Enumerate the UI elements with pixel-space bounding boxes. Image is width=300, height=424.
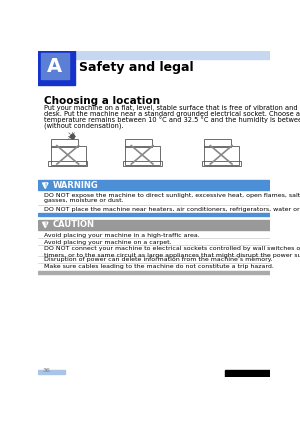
Text: desk. Put the machine near a standard grounded electrical socket. Choose a locat: desk. Put the machine near a standard gr…: [44, 111, 300, 117]
Bar: [38, 371, 64, 374]
Text: (without condensation).: (without condensation).: [44, 122, 123, 128]
Bar: [38, 271, 270, 274]
Text: DO NOT connect your machine to electrical sockets controlled by wall switches or: DO NOT connect your machine to electrica…: [44, 246, 300, 259]
Text: WARNING: WARNING: [53, 181, 99, 190]
Bar: [38, 180, 270, 190]
Bar: [38, 220, 270, 229]
Bar: [123, 161, 161, 166]
Text: !: !: [44, 183, 46, 188]
Text: gasses, moisture or dust.: gasses, moisture or dust.: [44, 198, 123, 204]
Bar: [125, 139, 152, 147]
Text: 36: 36: [42, 368, 50, 373]
Bar: [225, 370, 270, 377]
Bar: [38, 51, 75, 85]
Text: Avoid placing your machine in a high-traffic area.: Avoid placing your machine in a high-tra…: [44, 233, 200, 237]
Text: DO NOT expose the machine to direct sunlight, excessive heat, open flames, salty: DO NOT expose the machine to direct sunl…: [44, 193, 300, 198]
Text: temperature remains between 10 °C and 32.5 °C and the humidity is between 20% to: temperature remains between 10 °C and 32…: [44, 116, 300, 123]
Text: Put your machine on a flat, level, stable surface that is free of vibration and : Put your machine on a flat, level, stabl…: [44, 105, 300, 111]
Bar: [204, 145, 239, 165]
Bar: [51, 145, 86, 165]
Text: CAUTION: CAUTION: [53, 220, 95, 229]
Bar: [204, 139, 231, 147]
Text: Choosing a location: Choosing a location: [44, 95, 160, 106]
Bar: [38, 213, 270, 216]
Text: !: !: [44, 223, 46, 227]
Bar: [202, 161, 241, 166]
Text: DO NOT place the machine near heaters, air conditioners, refrigerators, water or: DO NOT place the machine near heaters, a…: [44, 207, 300, 212]
Bar: [38, 51, 270, 59]
Text: Avoid placing your machine on a carpet.: Avoid placing your machine on a carpet.: [44, 240, 171, 245]
Bar: [125, 145, 160, 165]
Polygon shape: [43, 183, 48, 188]
Text: Safety and legal: Safety and legal: [79, 61, 194, 74]
Bar: [48, 161, 87, 166]
Text: Make sure cables leading to the machine do not constitute a trip hazard.: Make sure cables leading to the machine …: [44, 264, 274, 269]
Bar: [51, 139, 78, 147]
Polygon shape: [43, 222, 48, 228]
Bar: [40, 53, 68, 79]
Text: A: A: [47, 57, 62, 76]
Text: Disruption of power can delete information from the machine’s memory.: Disruption of power can delete informati…: [44, 257, 272, 262]
